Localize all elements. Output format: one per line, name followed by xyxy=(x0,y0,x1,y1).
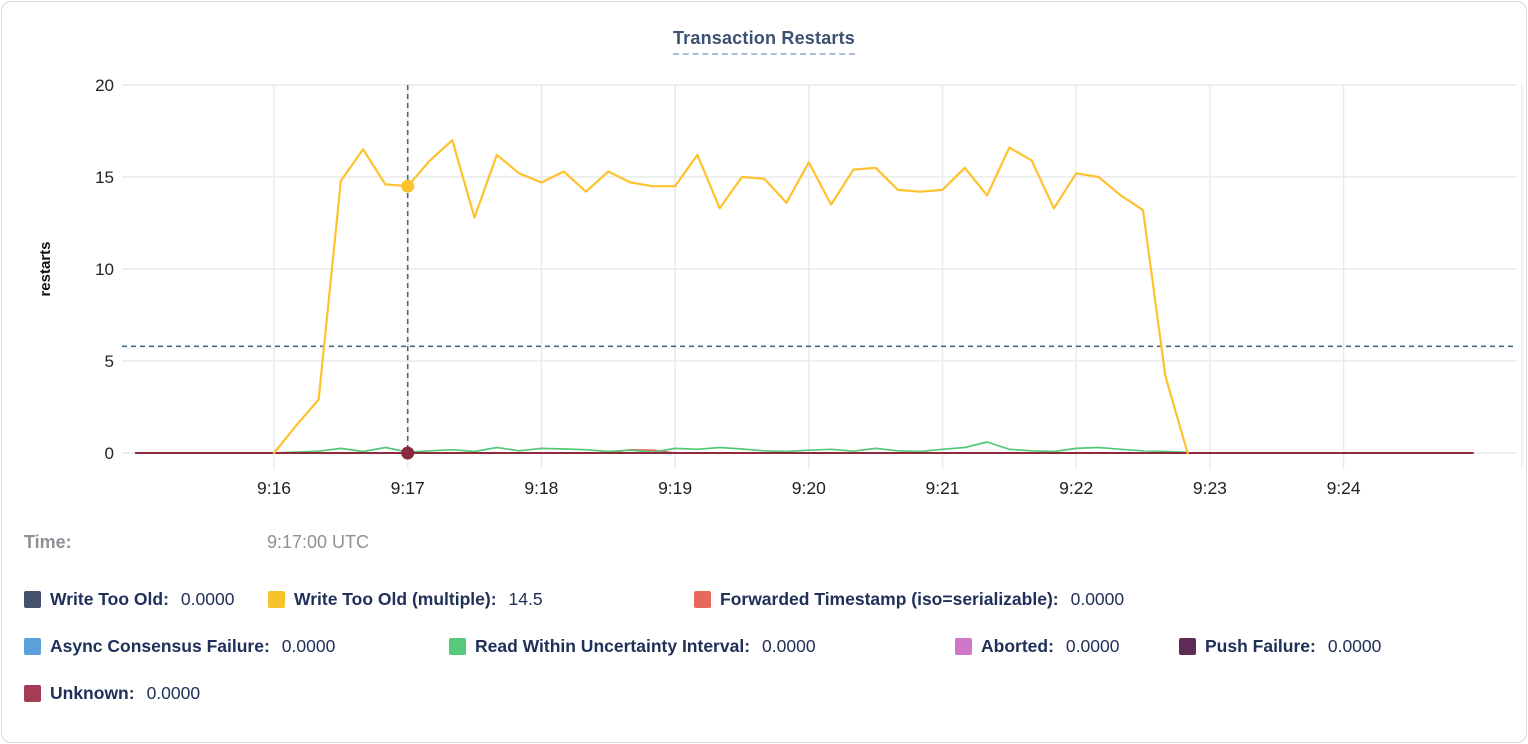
y-tick-label: 20 xyxy=(95,76,114,95)
transaction-restarts-chart[interactable]: 0 5 10 15 20 9:16 9:17 9:18 9:19 9:20 9:21 9:22 9:23… xyxy=(2,2,1527,512)
legend-item: Push Failure: 0.0000 xyxy=(1179,636,1508,657)
legend-label: Async Consensus Failure: xyxy=(50,636,270,656)
legend-swatch-icon xyxy=(24,591,41,608)
hover-point-dot xyxy=(401,179,415,193)
series-line-read-within-uncertainty-interval xyxy=(273,441,1189,454)
x-tick-label: 9:22 xyxy=(1059,478,1093,498)
series-line-write-too-old-multiple xyxy=(272,139,1189,455)
legend-value: 0.0000 xyxy=(762,636,816,656)
y-tick-label: 10 xyxy=(95,260,114,279)
x-tick-label: 9:20 xyxy=(792,478,826,498)
legend-item: Async Consensus Failure: 0.0000 xyxy=(24,636,449,657)
legend-label: Write Too Old (multiple): xyxy=(294,589,497,609)
time-value: 9:17:00 UTC xyxy=(267,532,370,552)
chart-title[interactable]: Transaction Restarts xyxy=(672,28,856,55)
legend-label: Forwarded Timestamp (iso=serializable): xyxy=(720,589,1059,609)
x-tick-label: 9:19 xyxy=(658,478,692,498)
x-tick-label: 9:24 xyxy=(1327,478,1361,498)
legend-swatch-icon xyxy=(24,685,41,702)
x-tick-label: 9:17 xyxy=(391,478,425,498)
legend-swatch-icon xyxy=(955,638,972,655)
legend-value: 14.5 xyxy=(508,589,543,609)
legend-row-2: Async Consensus Failure: 0.0000 Read Withi… xyxy=(24,636,1508,657)
y-axis-title: restarts xyxy=(37,241,54,296)
legend-label: Push Failure: xyxy=(1205,636,1316,656)
legend-row-1: Write Too Old: 0.0000 Write Too Old (multi… xyxy=(24,589,1508,610)
legend-row-3: Unknown: 0.0000 xyxy=(24,683,1508,704)
legend-item: Forwarded Timestamp (iso=serializable): 0… xyxy=(694,589,1508,610)
y-tick-label: 5 xyxy=(105,352,114,371)
legend: Write Too Old: 0.0000 Write Too Old (multi… xyxy=(24,589,1508,730)
legend-label: Aborted: xyxy=(981,636,1054,656)
legend-swatch-icon xyxy=(268,591,285,608)
chart-title-wrap: Transaction Restarts xyxy=(2,28,1526,55)
legend-label: Read Within Uncertainty Interval: xyxy=(475,636,751,656)
x-tick-label: 9:18 xyxy=(524,478,558,498)
legend-swatch-icon xyxy=(1179,638,1196,655)
x-tick-label: 9:16 xyxy=(257,478,291,498)
legend-label: Unknown: xyxy=(50,683,135,703)
x-tick-label: 9:23 xyxy=(1193,478,1227,498)
legend-swatch-icon xyxy=(449,638,466,655)
legend-value: 0.0000 xyxy=(180,589,235,609)
legend-item: Write Too Old: 0.0000 xyxy=(24,589,268,610)
hover-point-dot xyxy=(401,446,415,460)
time-label: Time: xyxy=(24,532,72,552)
y-tick-label: 15 xyxy=(95,168,114,187)
x-tick-label: 9:21 xyxy=(925,478,959,498)
legend-value: 0.0000 xyxy=(1327,636,1382,656)
legend-swatch-icon xyxy=(24,638,41,655)
legend-item: Unknown: 0.0000 xyxy=(24,683,1508,704)
legend-value: 0.0000 xyxy=(146,683,201,703)
legend-label: Write Too Old: xyxy=(50,589,169,609)
legend-swatch-icon xyxy=(694,591,711,608)
legend-value: 0.0000 xyxy=(1070,589,1125,609)
y-tick-label: 0 xyxy=(105,444,114,463)
legend-item: Read Within Uncertainty Interval: 0.0000 xyxy=(449,636,955,657)
legend-value: 0.0000 xyxy=(281,636,336,656)
legend-item: Write Too Old (multiple): 14.5 xyxy=(268,589,694,610)
legend-item: Aborted: 0.0000 xyxy=(955,636,1179,657)
hover-time-row: Time: 9:17:00 UTC xyxy=(24,532,1504,553)
legend-value: 0.0000 xyxy=(1065,636,1120,656)
